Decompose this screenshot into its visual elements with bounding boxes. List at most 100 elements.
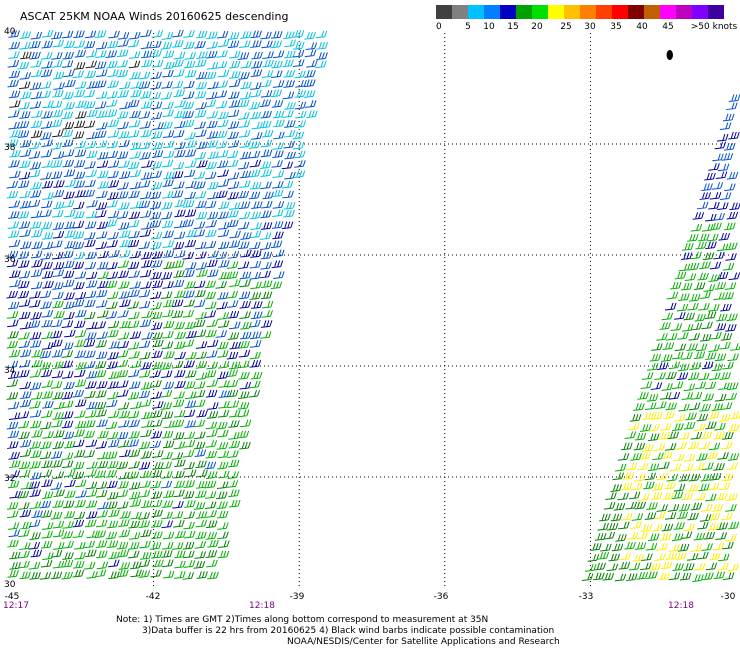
wind-barb bbox=[138, 340, 151, 349]
wind-barb bbox=[728, 272, 740, 281]
wind-barb bbox=[129, 110, 141, 119]
wind-barb bbox=[41, 460, 53, 469]
wind-barb bbox=[116, 489, 129, 498]
wind-barb bbox=[281, 180, 294, 189]
wind-barb bbox=[699, 514, 712, 522]
wind-barb bbox=[29, 332, 42, 340]
wind-barb bbox=[31, 259, 43, 268]
wind-barb bbox=[105, 451, 118, 460]
wind-barb bbox=[63, 169, 76, 178]
wind-barb bbox=[63, 292, 75, 300]
wind-barb bbox=[118, 471, 130, 480]
wind-barb bbox=[52, 39, 65, 48]
wind-barb bbox=[63, 311, 75, 320]
wind-barb bbox=[85, 169, 97, 178]
wind-barb bbox=[8, 70, 21, 79]
wind-barb bbox=[217, 371, 229, 380]
wind-barb bbox=[74, 552, 86, 560]
wind-barb bbox=[52, 529, 65, 538]
wind-barb bbox=[7, 480, 20, 489]
wind-barb bbox=[218, 390, 230, 399]
wind-barb bbox=[238, 349, 251, 358]
wind-barb bbox=[138, 200, 151, 209]
wind-barb bbox=[193, 399, 206, 408]
wind-barb bbox=[684, 273, 697, 282]
wind-barb bbox=[18, 260, 30, 268]
wind-barb bbox=[8, 239, 21, 248]
wind-barb bbox=[96, 190, 108, 199]
wind-barb bbox=[162, 109, 174, 118]
wind-barb bbox=[117, 39, 130, 48]
wind-barb bbox=[226, 300, 239, 308]
wind-barb bbox=[730, 343, 740, 351]
wind-barb bbox=[727, 563, 739, 572]
wind-barb bbox=[152, 462, 164, 470]
wind-barb bbox=[603, 502, 616, 510]
wind-barb bbox=[196, 141, 208, 150]
wind-barb bbox=[646, 502, 658, 510]
wind-barb bbox=[720, 402, 733, 410]
wind-barb bbox=[18, 461, 31, 470]
wind-barb bbox=[106, 301, 118, 310]
wind-barb bbox=[105, 531, 118, 540]
wind-barb bbox=[39, 451, 52, 460]
wind-barb bbox=[634, 432, 647, 441]
wind-barb bbox=[52, 151, 65, 160]
wind-barb bbox=[249, 169, 261, 178]
legend-label-25: 25 bbox=[560, 22, 572, 32]
wind-barb bbox=[217, 222, 230, 230]
wind-barb bbox=[184, 70, 197, 78]
wind-barb bbox=[705, 213, 717, 222]
wind-barb bbox=[603, 531, 616, 540]
wind-barb bbox=[52, 500, 64, 509]
wind-barb bbox=[632, 554, 645, 562]
wind-barb bbox=[119, 239, 131, 248]
wind-barb bbox=[52, 230, 65, 239]
wind-barb bbox=[671, 533, 684, 542]
wind-barb bbox=[84, 30, 97, 39]
wind-barb bbox=[128, 550, 140, 559]
wind-barb bbox=[127, 342, 140, 350]
wind-barb bbox=[94, 361, 107, 369]
wind-barb bbox=[215, 60, 228, 69]
wind-barb bbox=[85, 549, 97, 558]
wind-barb bbox=[162, 320, 175, 329]
wind-barb bbox=[217, 229, 230, 238]
wind-barb bbox=[698, 303, 710, 311]
wind-barb bbox=[183, 439, 196, 448]
wind-barb bbox=[95, 351, 108, 360]
wind-barb bbox=[163, 261, 175, 270]
wind-barb bbox=[272, 209, 284, 218]
wind-barb bbox=[129, 31, 141, 40]
wind-barb bbox=[720, 303, 732, 312]
wind-barb bbox=[30, 549, 43, 558]
wind-barb bbox=[193, 441, 206, 450]
wind-barb bbox=[693, 282, 706, 290]
wind-barb bbox=[656, 362, 669, 371]
legend-swatch-7 bbox=[548, 5, 564, 19]
wind-barb bbox=[239, 419, 252, 428]
wind-barb bbox=[716, 522, 729, 531]
wind-barb bbox=[204, 241, 217, 249]
wind-barb bbox=[215, 100, 228, 109]
wind-barb bbox=[709, 372, 721, 381]
wind-barb bbox=[150, 311, 163, 320]
wind-barb bbox=[206, 259, 218, 268]
wind-barb bbox=[628, 562, 641, 571]
wind-barb bbox=[30, 250, 43, 259]
wind-barb bbox=[700, 504, 713, 512]
wind-barb bbox=[86, 401, 98, 410]
wind-barb bbox=[30, 281, 43, 290]
wind-barb bbox=[96, 561, 109, 570]
wind-barb bbox=[94, 530, 107, 539]
wind-barb bbox=[106, 271, 119, 280]
wind-barb bbox=[283, 129, 296, 138]
wind-barb bbox=[29, 441, 42, 450]
wind-barb bbox=[217, 409, 230, 418]
wind-barb bbox=[227, 109, 240, 118]
wind-barb bbox=[7, 319, 19, 328]
wind-barb bbox=[29, 370, 42, 378]
wind-barb bbox=[272, 170, 285, 179]
wind-barb bbox=[717, 452, 729, 460]
wind-barb bbox=[228, 489, 240, 498]
